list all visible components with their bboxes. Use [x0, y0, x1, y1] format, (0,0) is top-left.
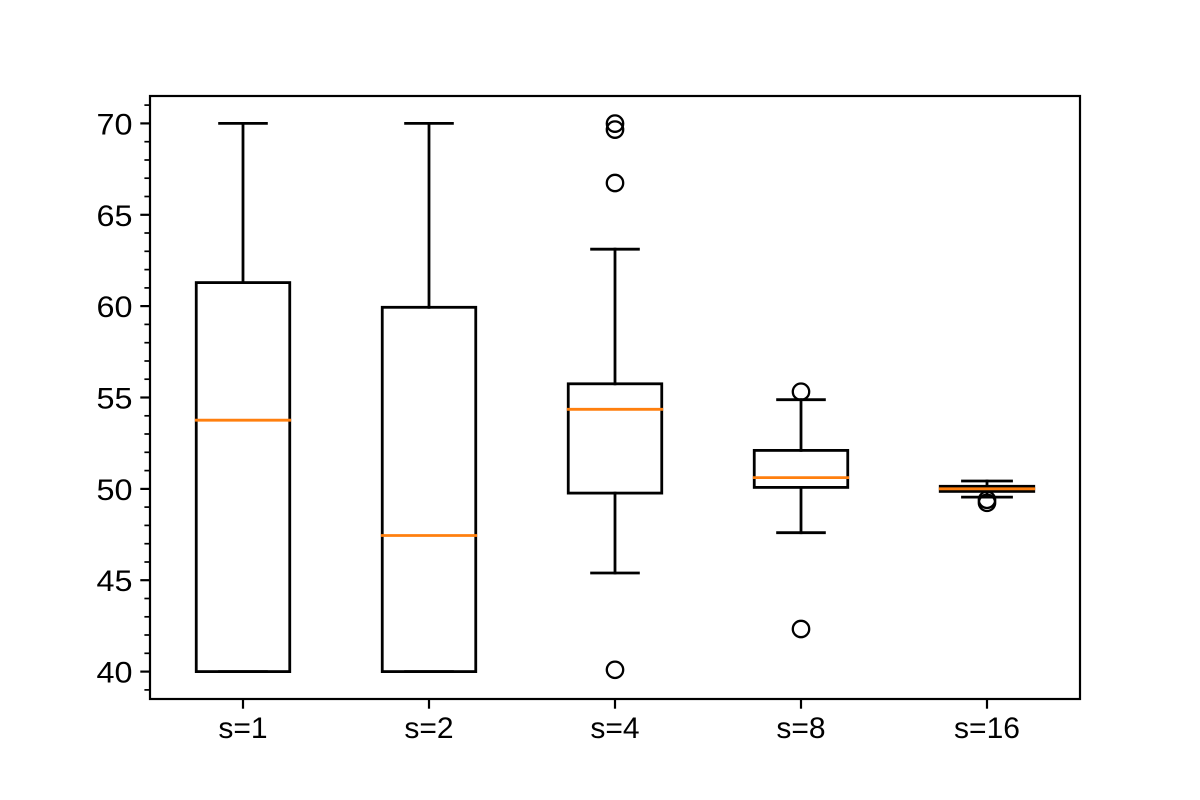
- svg-text:s=8: s=8: [776, 712, 825, 745]
- svg-text:s=4: s=4: [590, 712, 639, 745]
- svg-text:45: 45: [97, 565, 133, 598]
- svg-text:70: 70: [97, 108, 133, 141]
- svg-text:s=1: s=1: [218, 712, 267, 745]
- svg-text:s=16: s=16: [954, 712, 1020, 745]
- svg-text:65: 65: [97, 200, 133, 233]
- svg-text:50: 50: [97, 474, 133, 507]
- svg-text:40: 40: [97, 657, 133, 690]
- svg-text:60: 60: [97, 291, 133, 324]
- svg-text:55: 55: [97, 383, 133, 416]
- svg-text:s=2: s=2: [404, 712, 453, 745]
